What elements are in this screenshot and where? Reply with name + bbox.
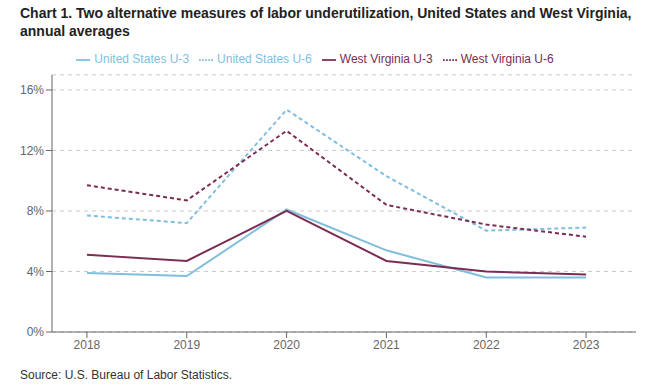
svg-text:8%: 8% — [27, 204, 45, 218]
html-text:Source: U.S. Bureau of Labor S: Source: U.S. Bureau of Labor Statistics. — [20, 368, 233, 382]
html-text:West Virginia U-6: West Virginia U-6 — [460, 52, 554, 66]
svg-text:0%: 0% — [27, 325, 45, 339]
html-text:West Virginia U-3: West Virginia U-3 — [339, 52, 433, 66]
svg-text:4%: 4% — [27, 265, 45, 279]
svg-text:2023: 2023 — [573, 338, 600, 352]
svg-text:2019: 2019 — [173, 338, 200, 352]
svg-text:16%: 16% — [20, 83, 44, 97]
svg-text:2018: 2018 — [74, 338, 101, 352]
html-text:United States U-3: United States U-3 — [94, 52, 190, 66]
html-text:Chart 1. Two alternative measu: Chart 1. Two alternative measures of lab… — [20, 5, 632, 39]
html-text:United States U-6: United States U-6 — [217, 52, 312, 66]
svg-text:2022: 2022 — [473, 338, 500, 352]
svg-text:2021: 2021 — [373, 338, 400, 352]
svg-text:12%: 12% — [20, 144, 44, 158]
svg-text:2020: 2020 — [273, 338, 300, 352]
